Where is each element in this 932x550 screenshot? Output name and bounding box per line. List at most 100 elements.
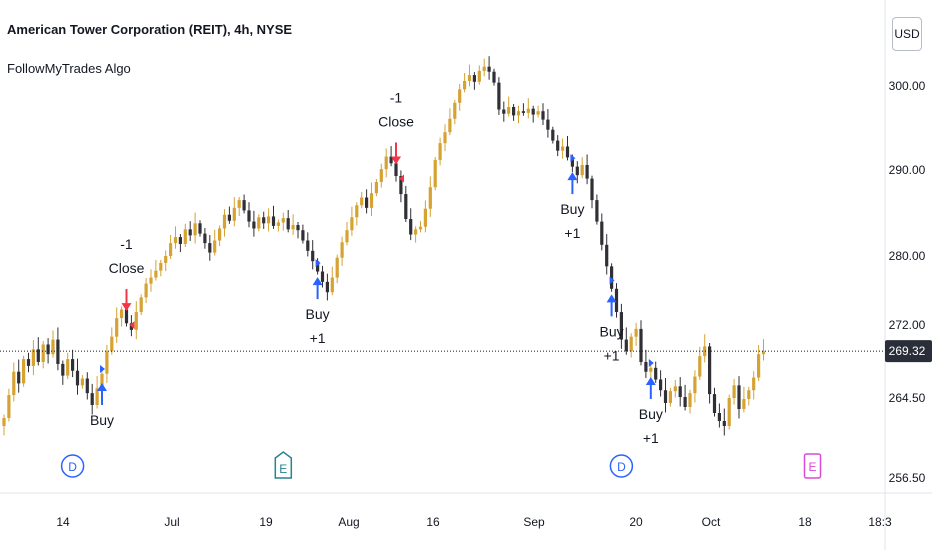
- signal-qty: +1: [643, 430, 659, 446]
- candle: [590, 175, 594, 209]
- candle: [433, 156, 437, 191]
- candle: [737, 376, 741, 419]
- candle: [213, 229, 217, 256]
- candle: [580, 156, 584, 179]
- candle: [712, 387, 717, 417]
- x-tick-label: 18:3: [868, 515, 892, 529]
- candle: [17, 359, 21, 393]
- candle: [693, 370, 697, 403]
- candle: [644, 349, 648, 379]
- signal-label: Buy: [600, 323, 624, 339]
- entry-flag-icon: [609, 276, 615, 285]
- x-tick-label: 19: [259, 515, 273, 529]
- candle: [384, 148, 388, 178]
- candle: [585, 154, 589, 185]
- candle: [634, 322, 638, 346]
- candle: [565, 135, 570, 161]
- candle: [541, 103, 545, 126]
- dividend-icon[interactable]: D: [609, 454, 634, 478]
- candle: [678, 377, 682, 407]
- candle: [614, 283, 619, 318]
- candle: [605, 234, 609, 275]
- candle: [267, 208, 271, 232]
- candle: [497, 77, 501, 115]
- candle: [369, 182, 374, 217]
- signal-label: Close: [378, 113, 414, 129]
- candle: [683, 384, 687, 411]
- candle: [105, 344, 109, 383]
- signal-label: Buy: [639, 406, 663, 422]
- candle: [757, 344, 761, 381]
- x-tick-label: 18: [798, 515, 812, 529]
- earnings-icon[interactable]: E: [274, 451, 293, 479]
- candle: [271, 205, 276, 229]
- candle: [546, 109, 550, 138]
- candle: [350, 206, 354, 236]
- entry-flag-icon: [648, 359, 654, 367]
- entry-flag-icon: [100, 365, 105, 373]
- candle: [389, 146, 393, 167]
- candle: [218, 225, 222, 247]
- candle: [575, 161, 579, 184]
- candle: [26, 352, 31, 373]
- candle: [193, 212, 197, 244]
- signal-label: Buy: [560, 201, 584, 217]
- candle: [727, 394, 731, 430]
- exit-flag-icon: [129, 321, 135, 330]
- candle: [173, 226, 178, 249]
- candle: [443, 124, 447, 152]
- entry-flag-icon: [315, 259, 321, 268]
- candle: [80, 375, 84, 389]
- candle: [624, 327, 628, 355]
- candle: [134, 301, 138, 340]
- candle: [291, 214, 295, 235]
- candle: [159, 259, 163, 277]
- exit-flag-icon: [399, 174, 404, 183]
- candle: [732, 379, 736, 405]
- signal-qty: +1: [564, 225, 580, 241]
- last-price-label: 269.32: [889, 344, 926, 358]
- candle: [227, 206, 231, 224]
- candle: [409, 208, 413, 241]
- candle: [203, 228, 207, 249]
- signal-qty: -1: [120, 236, 133, 252]
- close-signal: Close -1: [109, 236, 145, 330]
- candle: [448, 108, 452, 136]
- candle: [512, 104, 516, 121]
- indicator-label[interactable]: FollowMyTrades Algo: [7, 61, 131, 76]
- candle: [320, 265, 325, 288]
- upcoming-earnings-icon[interactable]: E: [803, 453, 822, 479]
- buy-signal: Buy: [90, 365, 114, 428]
- buy-signal: Buy +1: [600, 276, 624, 363]
- candle: [663, 378, 668, 413]
- candle: [41, 341, 45, 369]
- candle: [428, 176, 432, 217]
- candle: [688, 389, 692, 414]
- candle: [526, 98, 530, 119]
- signal-qty: +1: [604, 347, 620, 363]
- x-tick-label: Aug: [338, 515, 359, 529]
- candle: [595, 194, 599, 225]
- x-tick-label: Oct: [702, 515, 721, 529]
- candle: [71, 349, 75, 378]
- candle: [286, 209, 290, 233]
- candle: [345, 222, 349, 246]
- candle: [31, 340, 35, 376]
- dividend-icon[interactable]: D: [60, 454, 85, 478]
- candle: [536, 105, 540, 118]
- candle: [330, 266, 334, 296]
- svg-text:E: E: [279, 462, 287, 476]
- candle: [502, 101, 506, 122]
- candle: [208, 234, 212, 261]
- candle: [340, 236, 344, 266]
- candle: [85, 372, 89, 400]
- y-tick-label: 256.50: [889, 471, 926, 485]
- candle: [139, 294, 143, 316]
- candle: [169, 234, 173, 260]
- candle: [703, 334, 707, 363]
- currency-button[interactable]: USD: [892, 17, 922, 51]
- candle: [379, 163, 383, 188]
- candle: [551, 126, 555, 144]
